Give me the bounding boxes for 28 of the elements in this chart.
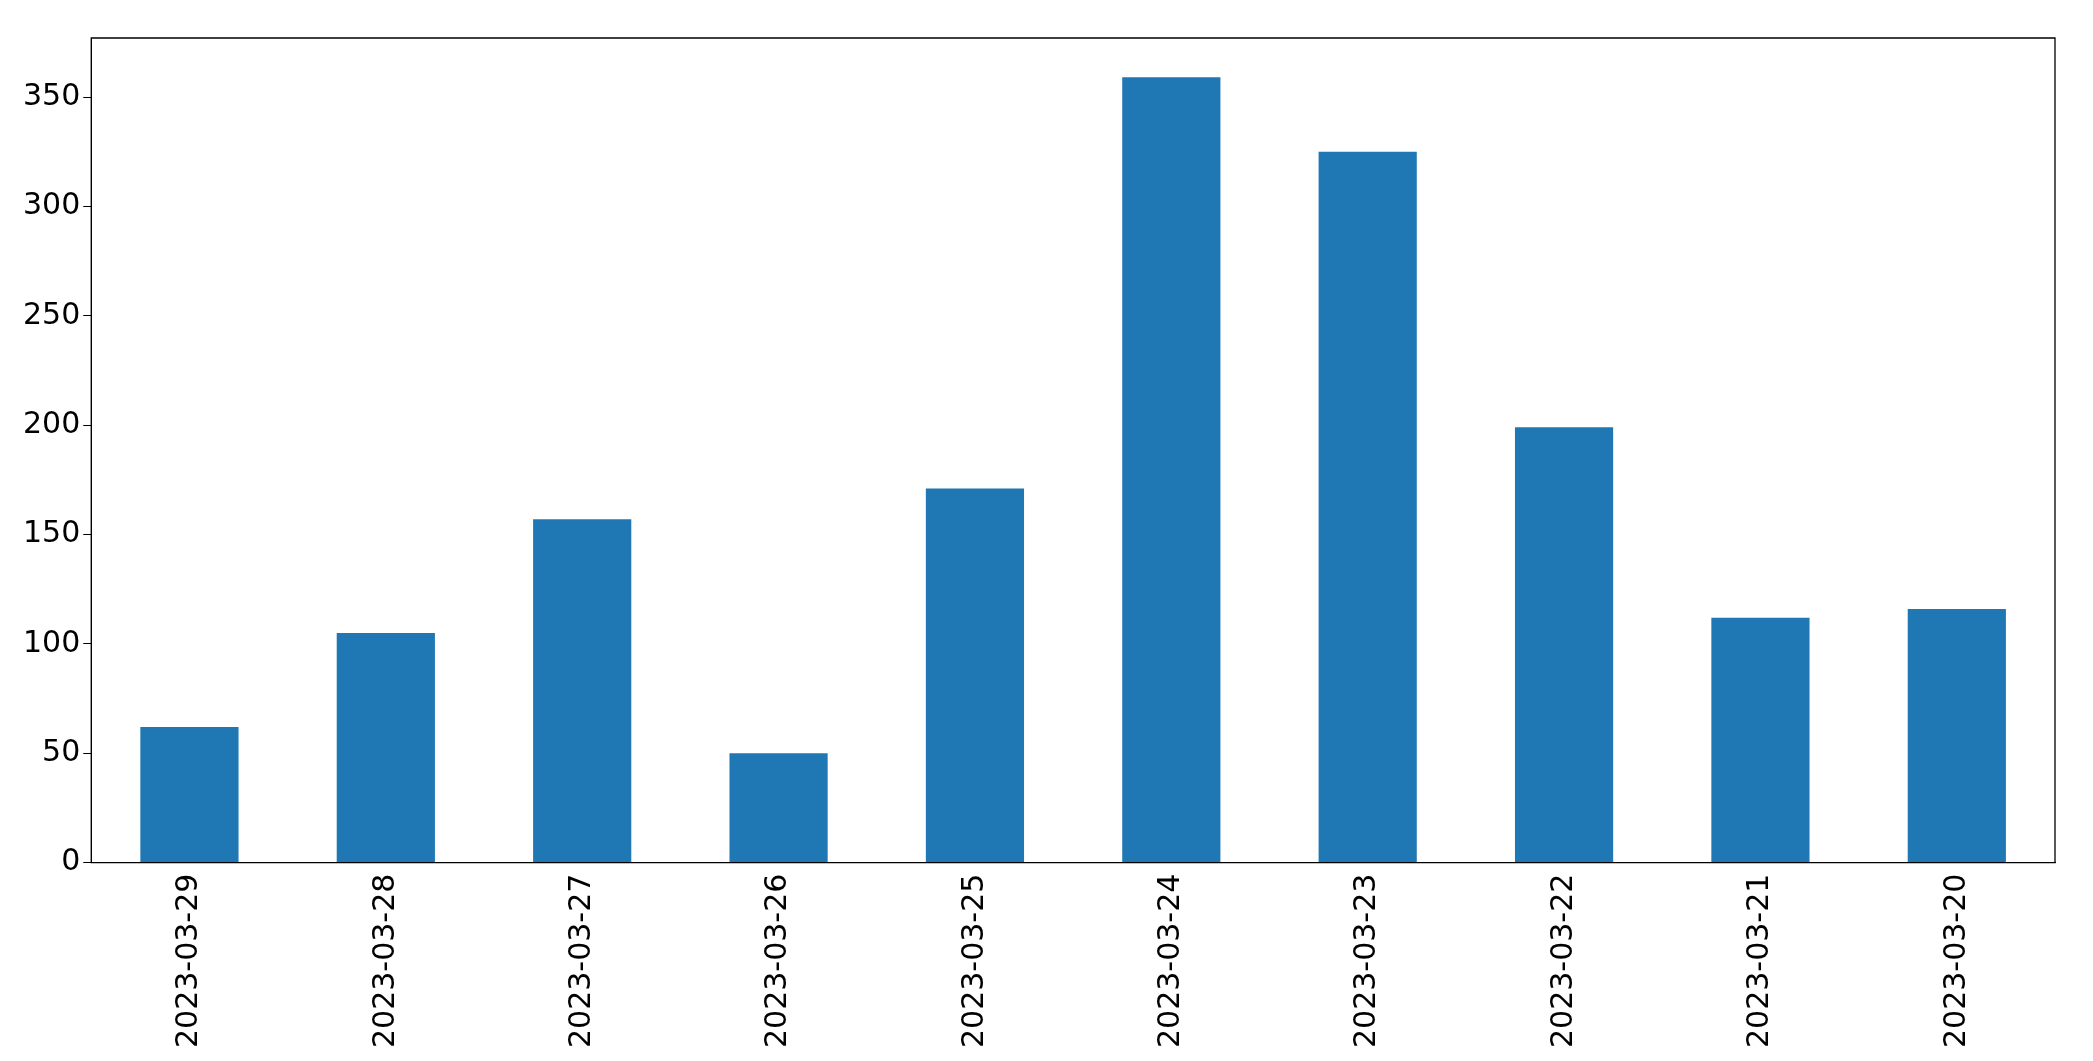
bar [925,488,1025,863]
y-tick-label: 100 [23,623,81,659]
x-tick-label: 2023-03-25 [954,873,990,1049]
y-tick-label: 350 [23,76,81,112]
x-tick-label: 2023-03-29 [169,873,205,1049]
y-tick-label: 250 [23,295,81,331]
x-tick-label: 2023-03-28 [365,873,401,1049]
x-tick-label: 2023-03-27 [561,873,597,1049]
y-tick-label: 150 [23,514,81,550]
bar [729,753,828,863]
x-tick-label: 2023-03-21 [1740,873,1776,1049]
x-tick-label: 2023-03-24 [1151,873,1187,1049]
bar [1122,77,1221,863]
y-tick-label: 0 [61,842,81,878]
y-tick-label: 50 [42,733,81,769]
x-tick-label: 2023-03-22 [1543,873,1579,1049]
bar [1907,608,2006,863]
bar [140,727,239,863]
y-tick-label: 300 [23,186,81,222]
bar [1514,427,1614,863]
x-tick-label: 2023-03-26 [758,873,794,1049]
x-tick-label: 2023-03-23 [1347,873,1383,1049]
bar [1318,151,1417,863]
x-tick-label: 2023-03-20 [1936,873,1972,1049]
bar [1711,617,1810,863]
y-tick-label: 200 [23,404,81,440]
bar [336,632,435,863]
bar [533,519,632,863]
